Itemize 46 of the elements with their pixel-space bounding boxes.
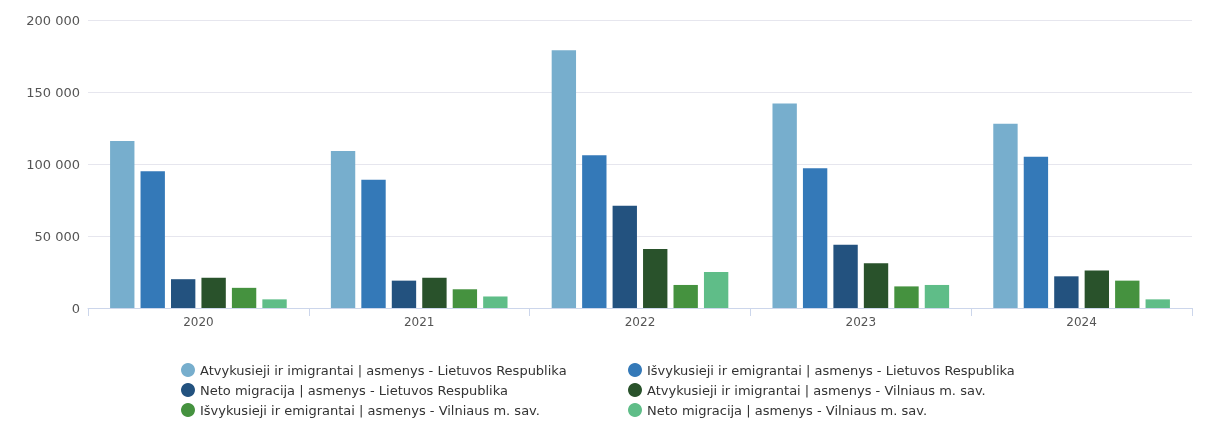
- legend-label: Neto migracija | asmenys - Lietuvos Respublika: [200, 382, 508, 398]
- bar: [170, 279, 196, 308]
- bar: [483, 296, 508, 308]
- bar: [863, 263, 889, 308]
- bar: [361, 179, 386, 308]
- bar: [772, 103, 797, 308]
- bar: [1023, 156, 1049, 308]
- bar: [833, 244, 858, 308]
- bar: [993, 123, 1018, 308]
- bar: [262, 299, 287, 308]
- y-tick-label: 50 000: [34, 228, 80, 244]
- bar: [140, 171, 165, 308]
- bar: [452, 289, 478, 308]
- bar: [924, 284, 950, 308]
- legend-label: Išvykusieji ir emigrantai | asmenys - Vilniaus m. sav.: [200, 402, 540, 418]
- y-tick-label: 100 000: [26, 156, 80, 172]
- bar: [1115, 280, 1140, 308]
- bar: [673, 284, 698, 308]
- y-tick-label: 200 000: [26, 12, 80, 28]
- bar: [1145, 299, 1170, 308]
- bar: [894, 286, 919, 308]
- bar: [703, 272, 729, 308]
- bar: [231, 287, 257, 308]
- bar: [391, 280, 417, 308]
- bar: [582, 155, 607, 308]
- x-tick-label: 2022: [624, 315, 656, 329]
- x-tick-label: 2024: [1066, 315, 1097, 329]
- x-tick-label: 2023: [845, 315, 877, 329]
- bar: [422, 277, 447, 308]
- x-tick-label: 2021: [403, 315, 435, 329]
- y-tick-label: 0: [71, 300, 80, 316]
- bar: [110, 140, 135, 308]
- bar: [643, 248, 668, 308]
- bar: [1054, 276, 1079, 308]
- bar: [802, 168, 828, 308]
- bar: [1084, 270, 1110, 308]
- legend-label: Išvykusieji ir emigrantai | asmenys - Lietuvos Respublika: [647, 362, 1015, 378]
- y-tick-label: 150 000: [26, 84, 80, 100]
- legend-label: Atvykusieji ir imigrantai | asmenys - Lietuvos Respublika: [200, 362, 567, 378]
- legend-label: Atvykusieji ir imigrantai | asmenys - Vilniaus m. sav.: [647, 382, 986, 398]
- bar: [551, 50, 577, 308]
- x-tick-label: 2020: [183, 315, 214, 329]
- bar: [201, 277, 226, 308]
- bar: [612, 205, 637, 308]
- bar: [330, 151, 356, 308]
- legend-label: Neto migracija | asmenys - Vilniaus m. sav.: [647, 402, 928, 418]
